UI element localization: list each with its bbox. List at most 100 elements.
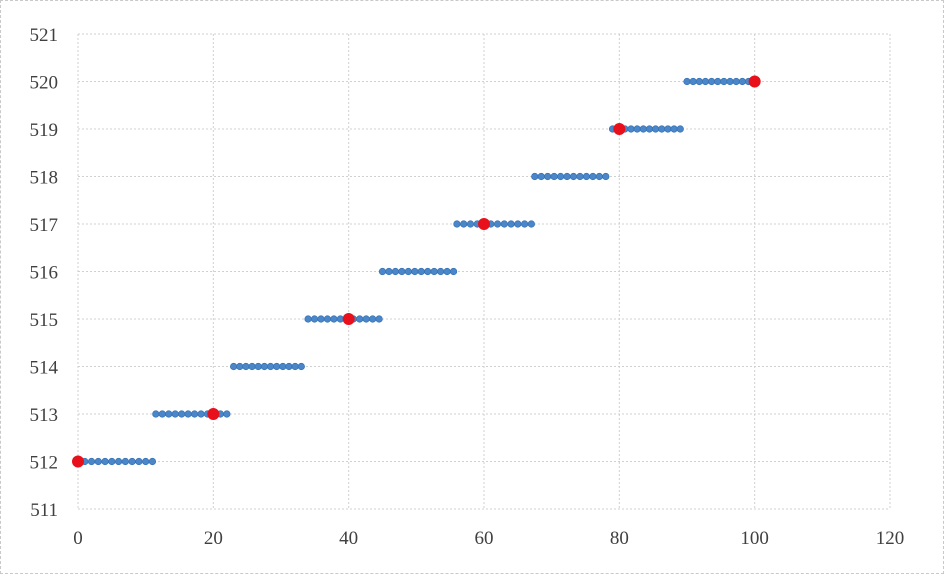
small-data-point xyxy=(197,410,205,418)
x-tick-label: 80 xyxy=(610,528,629,549)
small-data-point xyxy=(695,77,703,86)
small-data-point xyxy=(242,362,250,371)
x-tick-label: 0 xyxy=(73,528,83,549)
small-data-point xyxy=(87,457,96,466)
small-data-point xyxy=(135,457,143,466)
small-data-point xyxy=(398,267,406,276)
small-data-point xyxy=(266,362,275,371)
small-data-point xyxy=(453,220,461,228)
small-data-point xyxy=(94,457,102,466)
small-data-point xyxy=(385,267,393,276)
small-data-point xyxy=(664,125,672,133)
small-data-point xyxy=(460,220,468,228)
small-data-point xyxy=(148,457,157,466)
small-data-point xyxy=(670,125,678,133)
x-axis-tick-labels: 0 20 40 60 80 100 120 xyxy=(73,528,904,549)
small-data-point xyxy=(493,220,502,228)
grid xyxy=(77,33,891,510)
small-data-point xyxy=(108,457,116,466)
small-data-point xyxy=(248,362,256,371)
small-data-point xyxy=(520,220,529,228)
small-data-point xyxy=(527,220,535,228)
y-tick-label: 514 xyxy=(30,358,59,379)
small-data-point xyxy=(537,172,545,181)
small-data-point xyxy=(254,362,262,371)
small-data-point xyxy=(652,125,660,133)
small-data-point xyxy=(317,315,325,323)
small-data-point xyxy=(569,172,578,181)
small-data-point xyxy=(230,362,238,371)
y-tick-label: 519 xyxy=(30,120,59,141)
small-data-point xyxy=(330,315,338,323)
small-data-point xyxy=(556,172,565,181)
small-data-point xyxy=(689,77,697,86)
small-data-point xyxy=(627,125,635,133)
y-tick-label: 517 xyxy=(30,215,59,236)
small-data-point xyxy=(152,410,160,418)
x-tick-label: 40 xyxy=(339,528,358,549)
small-data-point xyxy=(714,77,722,86)
small-data-point xyxy=(142,457,150,466)
small-data-point xyxy=(165,410,173,418)
small-data-point xyxy=(362,315,370,323)
small-data-point xyxy=(184,410,192,418)
small-data-point xyxy=(676,125,684,133)
large-data-point xyxy=(207,408,220,420)
small-data-point xyxy=(531,172,539,181)
large-data-point xyxy=(748,75,761,88)
small-data-point xyxy=(500,220,508,228)
y-tick-label: 513 xyxy=(30,405,59,426)
small-data-point xyxy=(391,267,400,276)
small-data-point xyxy=(121,457,129,466)
small-data-point xyxy=(449,267,458,276)
small-data-point xyxy=(285,362,293,371)
small-data-point xyxy=(683,77,691,86)
small-data-point xyxy=(279,362,287,371)
small-data-point xyxy=(732,77,740,86)
small-data-point xyxy=(128,457,136,466)
y-tick-label: 511 xyxy=(30,500,58,521)
x-tick-label: 20 xyxy=(204,528,223,549)
large-data-point xyxy=(72,455,84,468)
small-data-point xyxy=(417,267,425,276)
small-data-point xyxy=(544,172,552,181)
small-data-point xyxy=(356,315,364,323)
small-data-point xyxy=(466,220,475,228)
small-data-point xyxy=(171,410,179,418)
small-data-point xyxy=(369,315,377,323)
small-data-point xyxy=(375,315,383,323)
y-tick-label: 512 xyxy=(30,453,59,474)
small-data-point xyxy=(633,125,641,133)
small-data-point xyxy=(378,267,387,276)
small-data-point xyxy=(178,410,186,418)
y-tick-label: 520 xyxy=(30,73,59,94)
large-data-point xyxy=(613,123,626,135)
small-data-point xyxy=(443,267,451,276)
small-data-point xyxy=(639,125,647,133)
small-data-point xyxy=(701,77,710,86)
small-data-point xyxy=(411,267,419,276)
x-tick-label: 100 xyxy=(740,528,769,549)
small-data-point xyxy=(602,172,610,181)
small-data-point xyxy=(260,362,268,371)
small-data-point xyxy=(190,410,199,418)
small-data-point xyxy=(595,172,603,181)
small-data-point xyxy=(291,362,299,371)
small-data-point xyxy=(726,77,734,86)
small-data-point xyxy=(114,457,123,466)
small-data-point xyxy=(223,410,231,418)
small-data-point xyxy=(310,315,319,323)
small-data-point xyxy=(708,77,716,86)
small-data-point xyxy=(404,267,412,276)
y-axis-tick-labels: 511 512 513 514 515 516 517 518 519 520 521 xyxy=(30,25,59,521)
y-tick-label: 521 xyxy=(30,25,59,46)
small-data-point xyxy=(273,362,281,371)
small-data-point xyxy=(738,77,746,86)
small-data-point xyxy=(158,410,166,418)
small-data-point xyxy=(645,125,654,133)
small-data-point xyxy=(550,172,558,181)
small-data-point xyxy=(304,315,312,323)
small-data-point xyxy=(576,172,584,181)
x-tick-label: 120 xyxy=(876,528,905,549)
